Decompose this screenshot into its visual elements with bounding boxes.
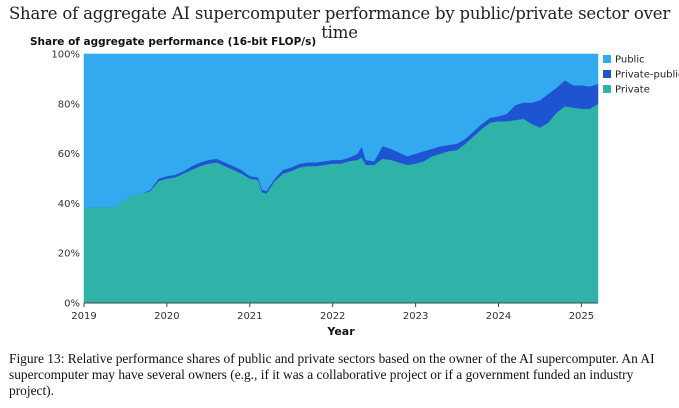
y-tick-label: 40% [58,199,80,210]
x-tick-label: 2019 [71,311,96,322]
figure-caption: Figure 13: Relative performance shares o… [9,351,655,398]
legend: Public Private-public Private [603,55,679,96]
legend-swatch-private [603,85,611,93]
stacked-area-chart: Share of aggregate performance (16-bit F… [30,36,679,338]
area-layer [83,53,599,304]
legend-label-private-public: Private-public [615,70,679,81]
x-tick-label: 2025 [569,311,594,322]
x-tick-label: 2024 [486,311,511,322]
x-tick-label: 2023 [403,311,428,322]
series-area-public [83,53,599,208]
x-axis-title: Year [326,325,355,338]
y-tick-label: 0% [64,299,80,310]
x-tick-label: 2021 [237,311,262,322]
y-tick-label: 20% [58,249,80,260]
legend-label-public: Public [615,55,645,66]
x-tick-label: 2022 [320,311,345,322]
legend-swatch-private-public [603,70,611,78]
axis-layer: 0% 20% 40% 60% 80% 100% 2019 2020 2021 2022 2023 20… [51,50,598,322]
x-tick-label: 2020 [154,311,179,322]
legend-label-private: Private [615,85,650,96]
legend-swatch-public [603,55,611,63]
y-tick-label: 100% [51,50,80,61]
y-axis-title: Share of aggregate performance (16-bit F… [30,36,316,48]
figure-title: Share of aggregate AI supercomputer perf… [8,4,671,42]
y-tick-label: 80% [58,99,80,110]
y-tick-label: 60% [58,149,80,160]
